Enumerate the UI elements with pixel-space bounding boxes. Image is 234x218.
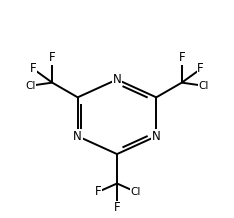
Text: F: F [49, 51, 55, 64]
Text: F: F [114, 201, 120, 214]
Text: Cl: Cl [25, 81, 35, 91]
Text: F: F [30, 63, 37, 75]
Text: N: N [113, 73, 121, 86]
Text: Cl: Cl [199, 81, 209, 91]
Text: Cl: Cl [131, 187, 141, 197]
Text: N: N [152, 130, 161, 143]
Text: F: F [95, 185, 101, 198]
Text: F: F [197, 63, 204, 75]
Text: F: F [179, 51, 185, 64]
Text: N: N [73, 130, 82, 143]
